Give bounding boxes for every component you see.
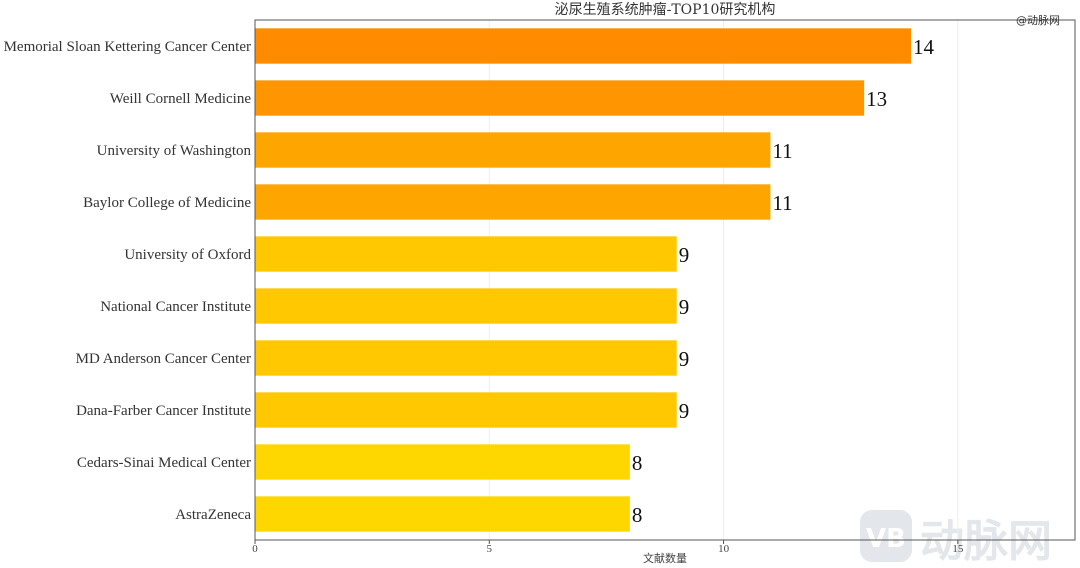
plot-frame [254,19,1076,541]
x-tick-label: 0 [252,543,258,555]
category-label: Baylor College of Medicine [83,195,251,211]
bar [255,236,677,272]
value-label: 14 [913,35,935,59]
watermark-text: 动脉网 [920,516,1052,567]
value-labels: 14 13 11 11 9 9 9 9 8 8 [632,35,935,527]
category-label: National Cancer Institute [100,299,251,315]
value-label: 11 [772,139,792,163]
credit-text: @动脉网 [1016,13,1060,27]
category-label: AstraZeneca [175,507,251,523]
value-label: 9 [679,399,690,423]
watermark-logo-box [860,510,912,562]
category-labels: Memorial Sloan Kettering Cancer Center We… [4,39,252,523]
bars [255,28,911,532]
x-tick-label: 15 [952,543,964,555]
x-tick-label: 5 [487,543,493,555]
bar [255,340,677,376]
value-label: 8 [632,503,643,527]
value-label: 9 [679,347,690,371]
category-label: Weill Cornell Medicine [110,91,252,107]
value-label: 13 [866,87,887,111]
x-axis-label: 文献数量 [643,551,687,565]
bar [255,444,630,480]
bar [255,392,677,428]
category-label: Memorial Sloan Kettering Cancer Center [4,39,251,55]
value-label: 8 [632,451,643,475]
category-label: Cedars-Sinai Medical Center [77,455,251,471]
category-label: University of Oxford [124,247,251,263]
bar [255,28,911,64]
bar [255,184,771,220]
bar [255,496,630,532]
bar [255,288,677,324]
x-tick-label: 10 [718,543,730,555]
bar [255,132,771,168]
watermark-logo-letters: VB [866,524,906,554]
value-label: 11 [772,191,792,215]
value-label: 9 [679,295,690,319]
x-axis-ticks: 0 5 10 15 [252,540,964,555]
category-label: MD Anderson Cancer Center [76,351,251,367]
chart-title: 泌尿生殖系统肿瘤-TOP10研究机构 [555,1,776,18]
category-label: University of Washington [97,143,252,159]
bar [255,80,865,116]
watermark: VB 动脉网 [860,510,1052,567]
value-label: 9 [679,243,690,267]
category-label: Dana-Farber Cancer Institute [76,403,251,419]
